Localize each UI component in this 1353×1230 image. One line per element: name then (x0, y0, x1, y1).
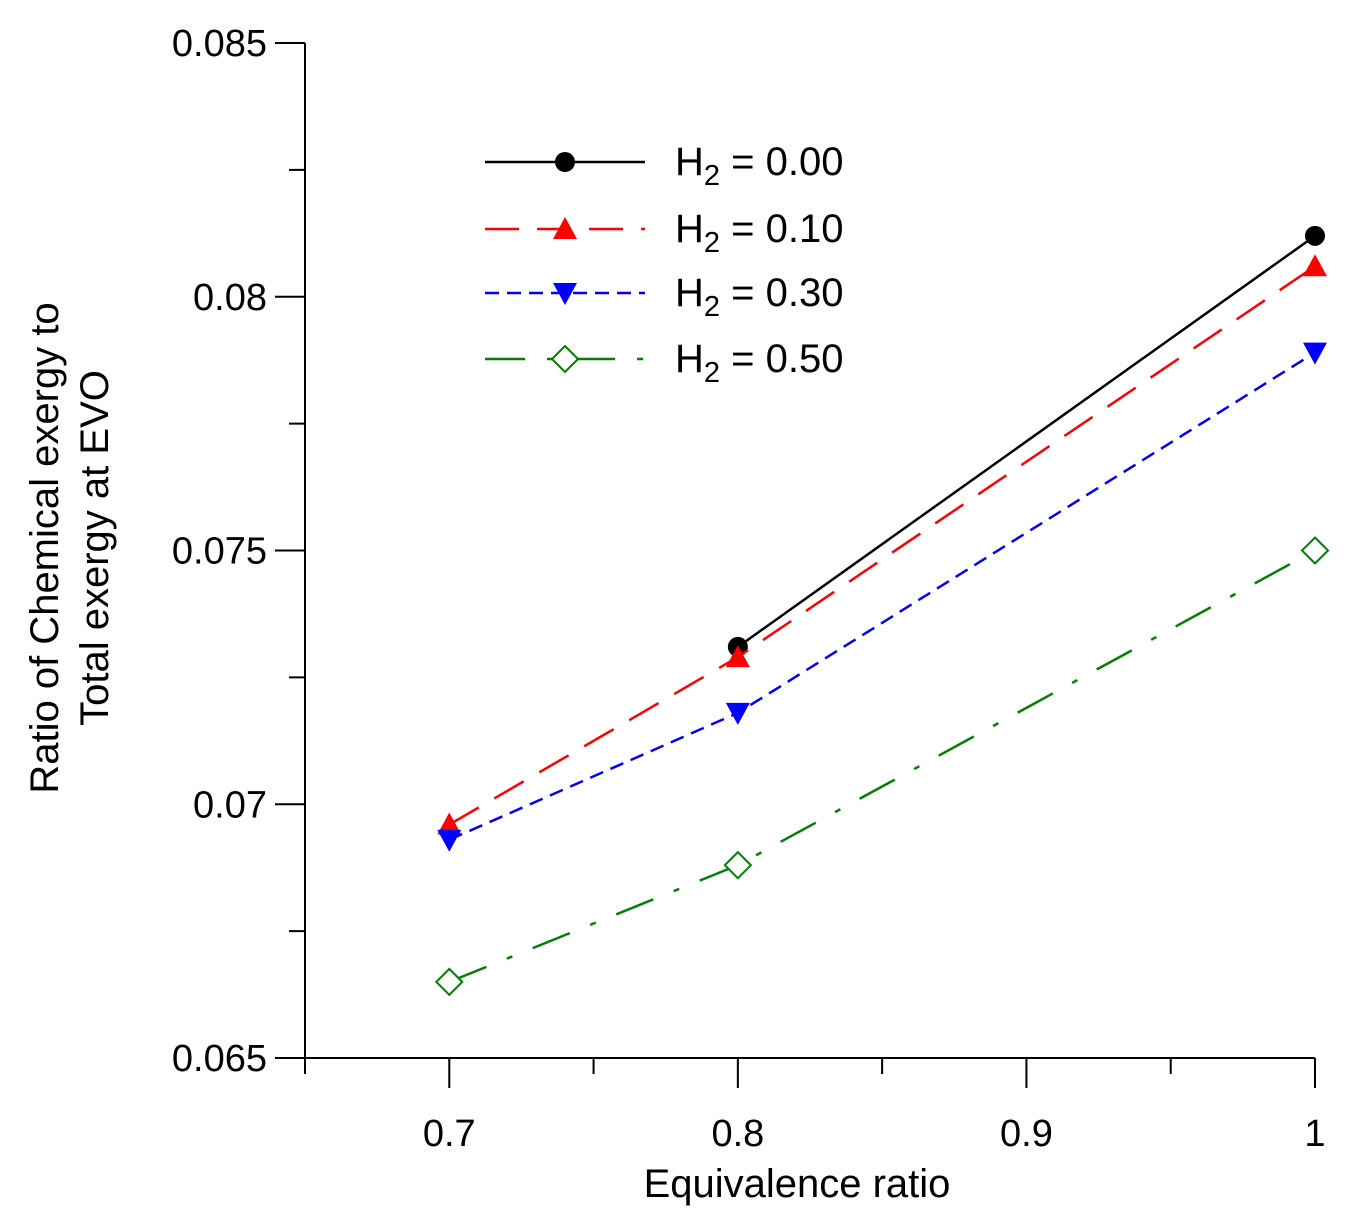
legend-label-value: = 0.10 (720, 207, 843, 251)
y-tick-label: 0.065 (172, 1038, 267, 1080)
legend-label-subscript: 2 (704, 227, 720, 259)
data-point-marker (725, 645, 750, 668)
x-tick-label: 0.8 (711, 1113, 764, 1155)
series-layer (434, 225, 1330, 997)
legend-label-subscript: 2 (704, 160, 720, 192)
y-tick-label: 0.085 (172, 23, 267, 65)
legend-item: H2 = 0.50 (485, 337, 843, 389)
y-tick-label: 0.07 (193, 784, 267, 826)
legend-label-symbol: H (675, 207, 704, 251)
legend-label-value: = 0.00 (720, 140, 843, 184)
legend-label-symbol: H (675, 337, 704, 381)
axes (304, 43, 1315, 1059)
y-tick-label: 0.08 (193, 277, 267, 319)
legend-label-value: = 0.30 (720, 271, 843, 315)
legend-label-symbol: H (675, 271, 704, 315)
legend-item: H2 = 0.10 (485, 207, 843, 259)
legend-label-subscript: 2 (704, 291, 720, 323)
legend-marker (553, 217, 577, 239)
data-point-marker (437, 829, 462, 852)
data-point-marker (723, 850, 753, 880)
x-tick-label: 0.7 (423, 1113, 476, 1155)
legend-item: H2 = 0.30 (485, 271, 843, 323)
legend-label: H2 = 0.30 (675, 271, 843, 323)
legend-label: H2 = 0.50 (675, 337, 843, 389)
series-3 (434, 536, 1330, 997)
x-axis-title: Equivalence ratio (644, 1162, 951, 1206)
series-1 (437, 254, 1327, 835)
legend-marker (555, 152, 575, 172)
legend-marker (553, 283, 577, 305)
data-point-marker (437, 812, 462, 835)
series-line (737, 234, 1316, 648)
data-point-marker (725, 702, 750, 725)
legend-label-value: = 0.50 (720, 337, 843, 381)
y-axis-title-line-1: Ratio of Chemical exergy to (23, 302, 67, 793)
series-line (448, 351, 1316, 841)
y-axis-title-line-2: Total exergy at EVO (73, 370, 117, 726)
legend-marker (550, 344, 580, 374)
data-point-marker (1300, 536, 1330, 565)
legend-label-subscript: 2 (704, 357, 720, 389)
x-tick-label: 0.9 (1000, 1113, 1053, 1155)
series-2 (437, 342, 1327, 852)
data-point-marker (1303, 254, 1327, 277)
ticks: 0.065 0.07 0.075 0.08 0.085 0.7 0.8 0.9 1 (172, 23, 1326, 1155)
data-point-marker (1305, 225, 1325, 246)
legend-label: H2 = 0.10 (675, 207, 843, 259)
series-line (448, 549, 1316, 984)
legend-item: H2 = 0.00 (485, 140, 843, 192)
legend-label: H2 = 0.00 (675, 140, 843, 192)
legend-label-symbol: H (675, 140, 704, 184)
data-point-marker (434, 967, 464, 997)
data-point-marker (1303, 342, 1327, 365)
y-tick-label: 0.075 (172, 531, 267, 573)
x-tick-label: 1 (1304, 1113, 1325, 1155)
